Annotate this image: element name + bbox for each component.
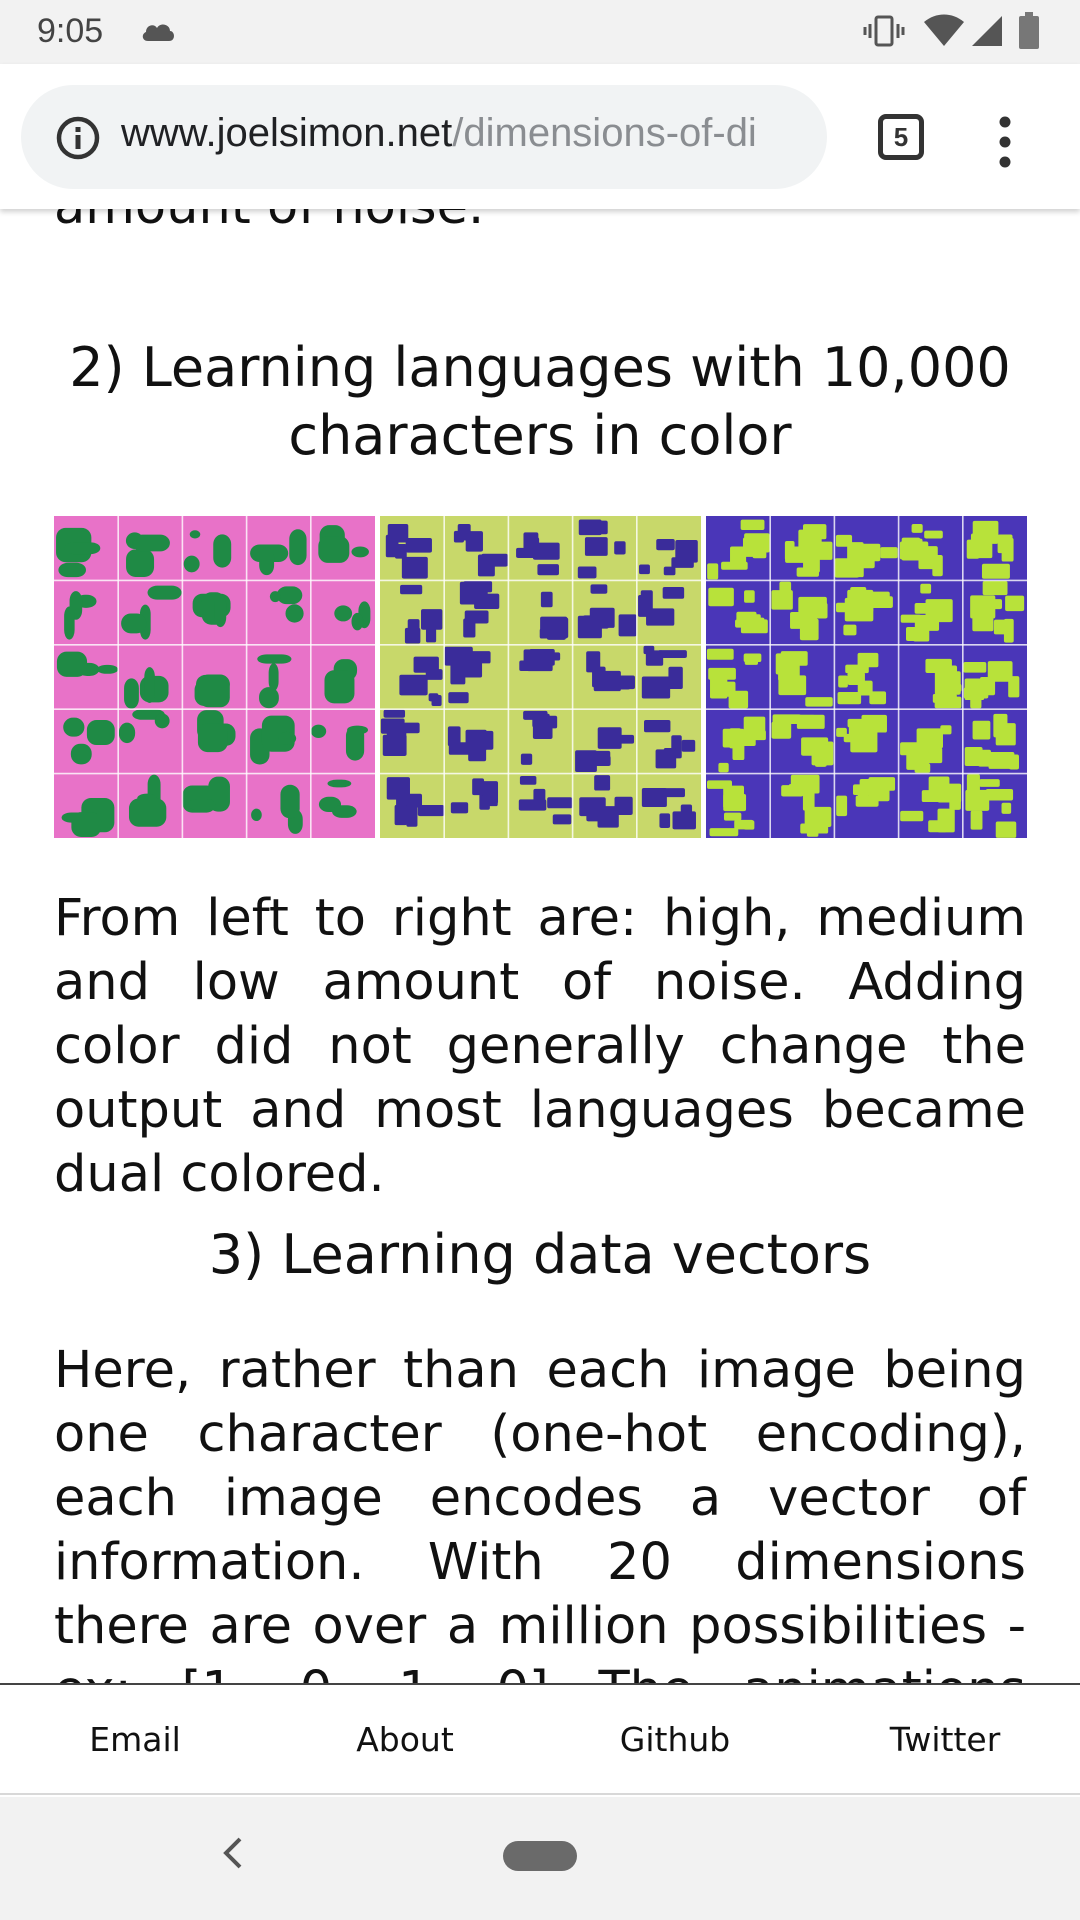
battery-icon	[1019, 12, 1039, 49]
nav-about-link[interactable]: About	[356, 1720, 454, 1759]
browser-toolbar: www.joelsimon.net/dimensions-of-di 5	[0, 64, 1080, 209]
info-icon[interactable]	[55, 115, 101, 161]
url-path: /dimensions-of-di	[452, 111, 757, 155]
medium-noise-panel	[380, 516, 701, 838]
page-content: amount of noise. 2) Learning languages w…	[0, 209, 1080, 1683]
back-icon[interactable]	[218, 1833, 248, 1873]
tab-count: 5	[893, 121, 909, 152]
paragraph-fragment: amount of noise.	[54, 209, 1026, 239]
status-time: 9:05	[37, 12, 104, 50]
home-button[interactable]	[503, 1841, 577, 1871]
address-bar[interactable]: www.joelsimon.net/dimensions-of-di	[21, 85, 827, 189]
tab-switcher-button[interactable]: 5	[878, 114, 924, 160]
signal-icon	[972, 16, 1002, 46]
vibrate-icon	[863, 15, 905, 47]
url-text[interactable]: www.joelsimon.net/dimensions-of-di	[121, 111, 811, 156]
section-2-paragraph: From left to right are: high, medium and…	[54, 889, 1026, 1204]
site-footer-nav: Email About Github Twitter	[0, 1683, 1080, 1795]
wifi-icon	[924, 14, 964, 46]
low-noise-panel	[706, 516, 1027, 838]
nav-github-link[interactable]: Github	[619, 1720, 731, 1759]
nav-twitter-link[interactable]: Twitter	[889, 1720, 1001, 1759]
noise-comparison-figure	[54, 516, 1027, 838]
high-noise-panel	[54, 516, 375, 838]
section-3-paragraph: Here, rather than each image being one c…	[54, 1341, 1026, 1683]
nav-email-link[interactable]: Email	[89, 1720, 181, 1759]
overflow-menu-icon[interactable]	[990, 112, 1020, 172]
url-host: www.joelsimon.net	[121, 111, 453, 155]
status-bar: 9:05	[0, 0, 1080, 64]
section-heading-3: 3) Learning data vectors	[208, 1223, 872, 1286]
android-nav-bar	[0, 1797, 1080, 1920]
cloud-icon	[142, 24, 174, 41]
section-heading-2: 2) Learning languages with 10,000 charac…	[69, 336, 1011, 467]
